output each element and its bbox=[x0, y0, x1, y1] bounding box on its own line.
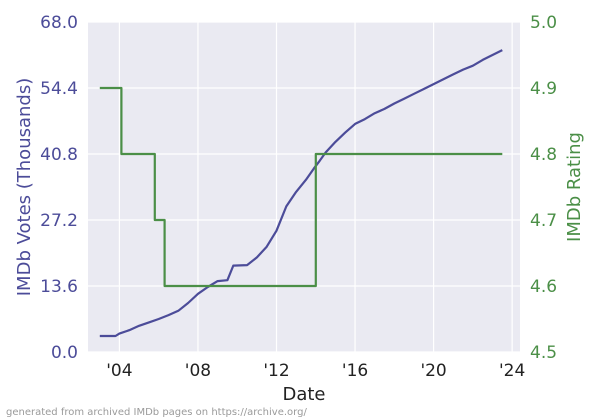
y-left-tick-label: 0.0 bbox=[51, 343, 78, 363]
x-tick-label: '16 bbox=[342, 361, 368, 381]
x-tick-label: '04 bbox=[106, 361, 132, 381]
y-right-axis-title: IMDb Rating bbox=[564, 132, 585, 242]
y-right-tick-label: 4.5 bbox=[530, 343, 557, 363]
x-axis-title: Date bbox=[282, 384, 325, 405]
y-left-tick-label: 40.8 bbox=[40, 145, 78, 165]
x-tick-label: '12 bbox=[263, 361, 289, 381]
votes-series-line bbox=[99, 49, 503, 338]
y-right-tick-label: 5.0 bbox=[530, 13, 557, 33]
x-tick-label: '20 bbox=[420, 361, 446, 381]
y-right-tick-label: 4.7 bbox=[530, 211, 557, 231]
y-left-tick-label: 54.4 bbox=[40, 79, 78, 99]
x-tick-label: '24 bbox=[499, 361, 525, 381]
x-tick-label: '08 bbox=[185, 361, 211, 381]
y-left-axis-title: IMDb Votes (Thousands) bbox=[14, 78, 35, 297]
y-right-tick-label: 4.8 bbox=[530, 145, 557, 165]
y-right-tick-label: 4.6 bbox=[530, 277, 557, 297]
y-right-tick-label: 4.9 bbox=[530, 79, 557, 99]
y-left-tick-label: 13.6 bbox=[40, 277, 78, 297]
y-left-tick-label: 68.0 bbox=[40, 13, 78, 33]
y-left-tick-label: 27.2 bbox=[40, 211, 78, 231]
plot-background bbox=[88, 22, 520, 352]
rating-series-line bbox=[99, 86, 503, 288]
